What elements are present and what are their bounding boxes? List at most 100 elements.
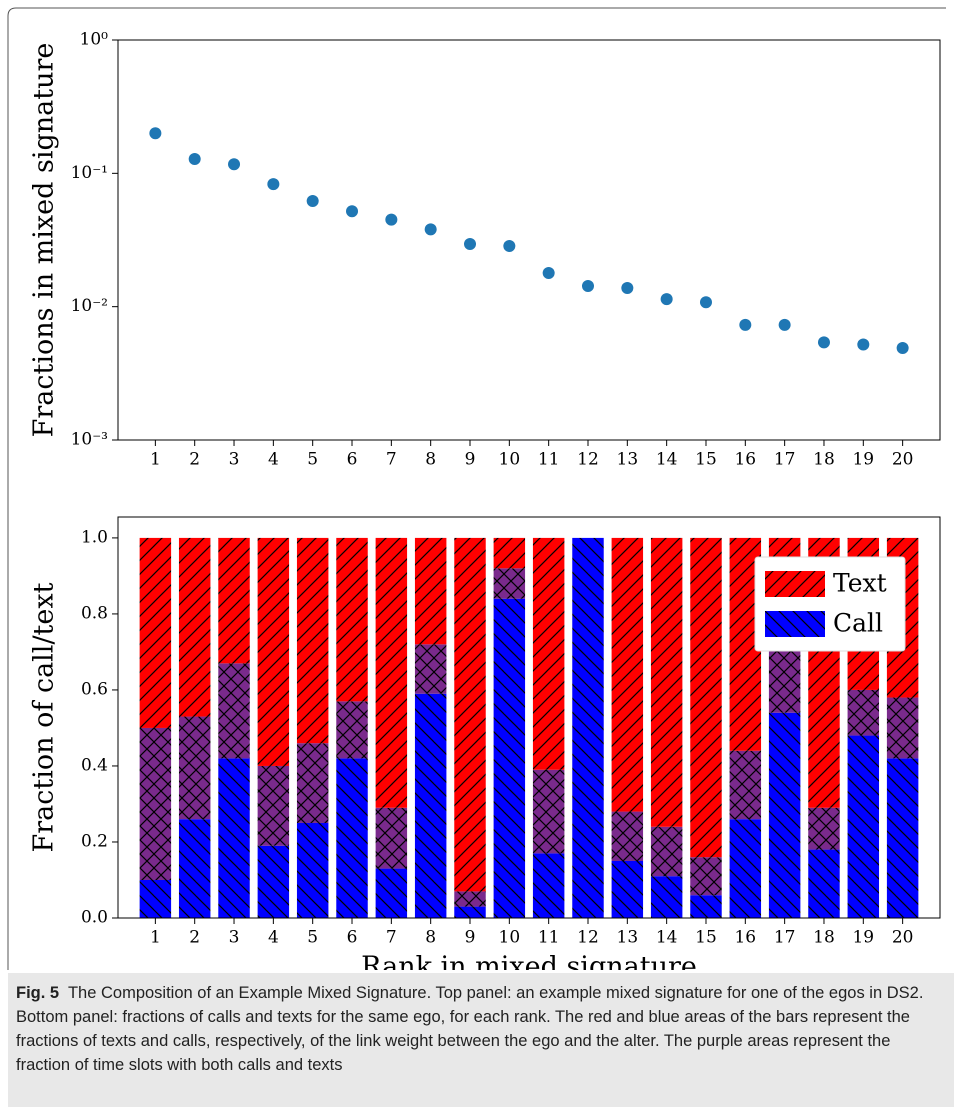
x-tick-label: 16 xyxy=(734,450,756,470)
point xyxy=(699,296,712,309)
bar-segment xyxy=(650,537,683,827)
x-tick-label: 3 xyxy=(229,450,240,470)
bar-segment xyxy=(532,769,565,854)
bar-segment xyxy=(178,537,211,717)
bar-segment xyxy=(139,879,172,918)
bar-segment xyxy=(257,537,290,766)
bar-segment xyxy=(218,758,250,918)
bar-segment xyxy=(257,845,290,918)
caption-label: Fig. 5 xyxy=(16,984,60,1002)
point xyxy=(267,178,280,191)
x-tick-label: 11 xyxy=(538,450,560,470)
point xyxy=(581,279,594,292)
x-tick-label: 15 xyxy=(695,450,717,470)
point xyxy=(346,205,359,218)
x-tick-label: 14 xyxy=(656,928,678,948)
point xyxy=(857,338,870,351)
x-tick-label: 17 xyxy=(774,450,796,470)
bar-segment xyxy=(847,735,880,918)
bar-segment xyxy=(296,822,329,918)
x-tick-label: 13 xyxy=(617,450,639,470)
y-tick-label: 1.0 xyxy=(81,527,108,547)
x-tick-label: 7 xyxy=(386,450,397,470)
bar-segment xyxy=(139,537,172,728)
point xyxy=(228,158,241,171)
x-axis-label: Rank in mixed signature xyxy=(361,952,697,971)
x-tick-label: 4 xyxy=(268,450,279,470)
figure: 10⁻³ 10⁻² 10⁻¹ 10⁰ Fractions in mixed signat… xyxy=(7,7,946,971)
x-tick-label: 6 xyxy=(347,450,358,470)
bar-segment xyxy=(611,811,644,861)
x-tick-label: 9 xyxy=(465,928,476,948)
legend-label: Call xyxy=(833,609,883,638)
x-tick-label: 12 xyxy=(577,450,599,470)
page-frame xyxy=(7,7,946,970)
bar-segment xyxy=(178,819,211,918)
x-tick-label: 1 xyxy=(150,928,161,948)
x-tick-label: 17 xyxy=(774,928,796,948)
x-tick-label: 19 xyxy=(852,928,874,948)
bar-segment xyxy=(886,758,919,918)
bar-segment xyxy=(729,750,762,820)
point xyxy=(149,127,162,140)
bar-segment xyxy=(296,537,329,744)
bar-segment xyxy=(336,701,368,759)
x-tick-label: 2 xyxy=(189,928,200,948)
caption: Fig. 5 The Composition of an Example Mix… xyxy=(8,973,954,1107)
plot-frame xyxy=(117,39,941,441)
bar-segment xyxy=(414,693,447,918)
bar-segment xyxy=(375,807,408,869)
bar-segment xyxy=(808,849,840,918)
bar-segment xyxy=(414,537,447,645)
bar-segment xyxy=(690,857,722,896)
bar-segment xyxy=(886,697,919,759)
bar-segment xyxy=(650,876,683,918)
legend-label: Text xyxy=(833,569,887,598)
x-tick-label: 1 xyxy=(150,450,161,470)
y-axis-label: Fraction of call/text xyxy=(29,582,60,852)
x-tick-label: 15 xyxy=(695,928,717,948)
point xyxy=(542,266,555,279)
x-tick-label: 20 xyxy=(892,928,914,948)
y-tick-label: 0.2 xyxy=(81,831,108,851)
bar-segment xyxy=(847,689,880,736)
bar-segment xyxy=(139,727,172,880)
bar-segment xyxy=(768,648,801,713)
bar-segment xyxy=(611,537,644,812)
point xyxy=(464,238,477,251)
bar-segment xyxy=(454,891,486,907)
y-tick-label: 10⁻³ xyxy=(71,430,108,450)
point xyxy=(385,213,398,226)
x-tick-label: 10 xyxy=(499,928,521,948)
bar-segment xyxy=(690,537,722,858)
x-tick-label: 10 xyxy=(499,450,521,470)
bar-segment xyxy=(257,765,290,846)
bar-segment xyxy=(218,537,250,664)
x-tick-label: 5 xyxy=(307,928,318,948)
y-tick-label: 0.6 xyxy=(81,679,108,699)
x-tick-label: 18 xyxy=(813,450,835,470)
x-tick-label: 20 xyxy=(892,450,914,470)
bar-segment xyxy=(532,537,565,770)
bar-segment xyxy=(454,537,486,892)
point xyxy=(778,318,791,331)
y-tick-label: 10⁻¹ xyxy=(71,163,108,183)
y-tick-label: 10⁰ xyxy=(80,30,109,50)
y-tick-label: 0.4 xyxy=(81,755,108,775)
x-tick-label: 19 xyxy=(852,450,874,470)
legend-swatch xyxy=(765,571,825,597)
bar-segment xyxy=(611,860,644,918)
bar-segment xyxy=(375,537,408,808)
bar-segment xyxy=(690,895,722,918)
point xyxy=(306,195,319,208)
point xyxy=(621,282,634,295)
y-tick-label: 0.0 xyxy=(81,908,108,928)
x-tick-label: 9 xyxy=(465,450,476,470)
bar-segment xyxy=(493,598,526,918)
x-tick-label: 11 xyxy=(538,928,560,948)
x-tick-label: 4 xyxy=(268,928,279,948)
x-tick-label: 8 xyxy=(425,928,436,948)
plot-frame xyxy=(117,516,941,919)
point xyxy=(896,341,909,354)
